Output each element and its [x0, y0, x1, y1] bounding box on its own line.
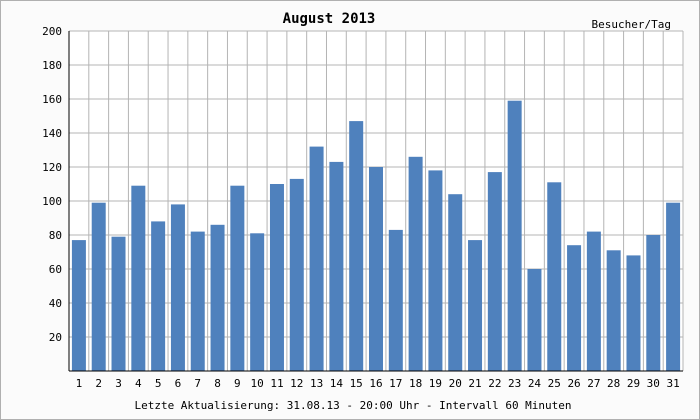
x-tick-label: 12 [290, 377, 303, 390]
y-tick-label: 200 [42, 25, 62, 38]
x-tick-label: 19 [429, 377, 442, 390]
bar-day-27 [586, 231, 601, 371]
bar-day-18 [408, 156, 423, 371]
x-tick-label: 31 [666, 377, 679, 390]
x-tick-labels: 1 2 3 4 5 6 7 8 9 10 11 12 13 14 15 16 17 18 19 20 21 22 23 24 2… [76, 377, 680, 390]
x-tick-label: 17 [389, 377, 402, 390]
x-tick-label: 5 [155, 377, 162, 390]
bar-day-28 [606, 250, 621, 371]
bar-day-6 [170, 204, 185, 371]
chart-title: August 2013 [283, 11, 376, 27]
x-tick-label: 18 [409, 377, 422, 390]
bar-day-19 [428, 170, 443, 371]
x-tick-label: 1 [76, 377, 83, 390]
y-tick-label: 120 [42, 161, 62, 174]
bars [71, 100, 681, 371]
bar-day-1 [71, 240, 86, 371]
x-tick-label: 27 [587, 377, 600, 390]
x-tick-label: 11 [270, 377, 283, 390]
x-tick-label: 26 [567, 377, 580, 390]
bar-day-2 [91, 202, 106, 371]
bar-day-24 [527, 269, 542, 371]
y-tick-label: 40 [49, 297, 62, 310]
x-tick-label: 13 [310, 377, 323, 390]
axes [68, 31, 683, 372]
bar-day-16 [369, 167, 383, 371]
x-tick-label: 25 [548, 377, 561, 390]
bar-day-13 [309, 146, 324, 371]
x-tick-label: 14 [330, 377, 344, 390]
bar-day-21 [468, 240, 483, 371]
y-tick-label: 80 [49, 229, 62, 242]
x-tick-label: 16 [369, 377, 382, 390]
x-tick-label: 4 [135, 377, 142, 390]
bar-day-8 [210, 224, 225, 371]
bar-day-12 [289, 178, 304, 371]
footer-note: Letzte Aktualisierung: 31.08.13 - 20:00 … [134, 399, 571, 412]
bar-day-10 [250, 233, 265, 371]
bar-day-31 [666, 202, 681, 371]
x-tick-label: 10 [251, 377, 264, 390]
x-tick-label: 15 [350, 377, 363, 390]
y-tick-label: 20 [49, 331, 62, 344]
unit-label: Besucher/Tag [592, 18, 671, 31]
x-tick-label: 29 [627, 377, 640, 390]
y-tick-label: 140 [42, 127, 62, 140]
x-tick-label: 30 [647, 377, 660, 390]
bar-day-3 [111, 236, 126, 371]
x-tick-label: 2 [95, 377, 102, 390]
x-tick-label: 3 [115, 377, 122, 390]
x-tick-label: 20 [449, 377, 462, 390]
x-tick-label: 7 [194, 377, 201, 390]
y-tick-label: 100 [42, 195, 62, 208]
bar-day-14 [329, 161, 344, 371]
bar-day-15 [349, 121, 364, 371]
x-tick-label: 28 [607, 377, 620, 390]
y-tick-label: 180 [42, 59, 62, 72]
bar-day-17 [388, 229, 403, 371]
bar-day-22 [487, 172, 502, 371]
x-tick-label: 9 [234, 377, 241, 390]
bar-day-26 [567, 245, 582, 371]
x-tick-label: 22 [488, 377, 501, 390]
bar-day-9 [230, 185, 245, 371]
x-tick-label: 23 [508, 377, 521, 390]
bar-day-4 [131, 185, 146, 371]
y-tick-label: 60 [49, 263, 62, 276]
bar-day-30 [646, 235, 661, 371]
x-tick-label: 21 [468, 377, 481, 390]
bar-day-5 [151, 221, 166, 371]
bar-day-20 [448, 194, 463, 371]
bar-day-25 [547, 182, 562, 371]
x-tick-label: 8 [214, 377, 221, 390]
bar-day-7 [190, 231, 205, 371]
x-tick-label: 24 [528, 377, 542, 390]
y-tick-labels: 20 40 60 80 100 120 140 160 180 200 [42, 25, 62, 344]
y-tick-label: 160 [42, 93, 62, 106]
x-tick-label: 6 [175, 377, 182, 390]
bar-day-11 [269, 184, 284, 371]
bar-day-29 [626, 255, 641, 371]
bar-day-23 [507, 100, 522, 371]
